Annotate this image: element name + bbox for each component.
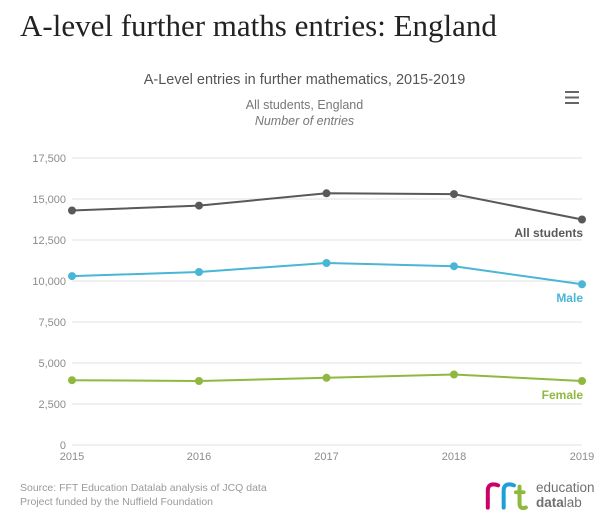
svg-text:12,500: 12,500 (32, 235, 66, 247)
svg-text:2017: 2017 (314, 451, 338, 463)
svg-text:2018: 2018 (442, 451, 466, 463)
svg-text:2016: 2016 (187, 451, 211, 463)
svg-text:17,500: 17,500 (32, 153, 66, 165)
svg-text:All students: All students (514, 226, 583, 240)
svg-text:2015: 2015 (60, 451, 84, 463)
svg-text:10,000: 10,000 (32, 276, 66, 288)
svg-text:2019: 2019 (570, 451, 594, 463)
svg-text:2,500: 2,500 (38, 399, 66, 411)
svg-text:15,000: 15,000 (32, 194, 66, 206)
svg-text:7,500: 7,500 (38, 317, 66, 329)
svg-text:Male: Male (556, 291, 583, 305)
svg-text:Female: Female (542, 388, 584, 402)
svg-text:5,000: 5,000 (38, 358, 66, 370)
